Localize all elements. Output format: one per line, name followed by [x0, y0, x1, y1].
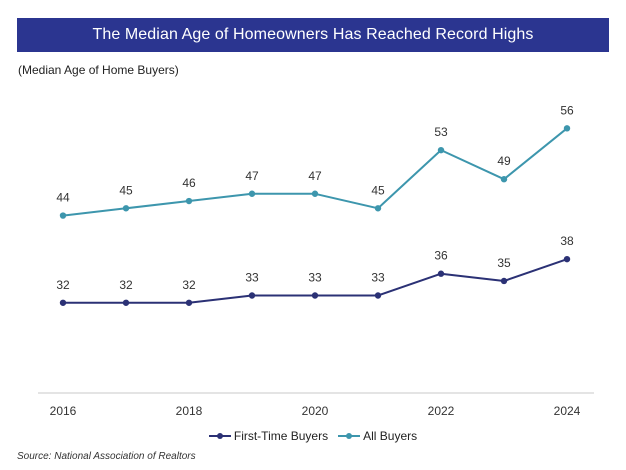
- data-label-all-buyers-2019: 47: [245, 169, 259, 183]
- data-label-all-buyers-2021: 45: [371, 183, 385, 197]
- point-first-time-buyers-2017: [122, 299, 130, 306]
- legend-label-all-buyers: All Buyers: [363, 429, 418, 443]
- data-label-all-buyers-2022: 53: [434, 125, 448, 139]
- point-all-buyers-2022: [437, 146, 445, 154]
- point-all-buyers-2024: [563, 125, 571, 132]
- x-tick-label-2016: 2016: [50, 404, 77, 418]
- source-note: Source: National Association of Realtors: [17, 451, 196, 462]
- point-first-time-buyers-2021: [374, 292, 382, 299]
- data-label-all-buyers-2020: 47: [308, 169, 322, 183]
- legend-swatch-first-time-buyers: [208, 431, 231, 441]
- legend-label-first-time-buyers: First-Time Buyers: [233, 429, 329, 443]
- legend-item-all-buyers: All Buyers: [338, 429, 417, 443]
- point-first-time-buyers-2019: [248, 292, 256, 299]
- data-label-first-time-buyers-2020: 33: [308, 271, 322, 285]
- point-all-buyers-2021: [374, 205, 382, 212]
- data-label-first-time-buyers-2024: 38: [560, 234, 574, 248]
- chart-subtitle: (Median Age of Home Buyers): [18, 63, 179, 77]
- x-tick-label-2024: 2024: [554, 404, 581, 418]
- point-first-time-buyers-2023: [500, 277, 508, 285]
- data-label-all-buyers-2016: 44: [56, 191, 70, 205]
- x-tick-label-2022: 2022: [428, 404, 455, 418]
- data-label-all-buyers-2017: 45: [119, 183, 133, 197]
- point-all-buyers-2023: [500, 176, 508, 183]
- point-first-time-buyers-2018: [185, 299, 193, 306]
- point-first-time-buyers-2016: [59, 299, 67, 306]
- data-label-first-time-buyers-2018: 32: [182, 278, 196, 292]
- point-first-time-buyers-2020: [311, 292, 319, 299]
- data-label-all-buyers-2018: 46: [182, 176, 196, 190]
- legend-item-first-time-buyers: First-Time Buyers: [208, 429, 329, 443]
- chart-title-bar: The Median Age of Homeowners Has Reached…: [17, 18, 609, 52]
- label-layer: 32 32 32 33 33 33 36 35 38 44 45 46 47 47 45 53 49 56: [56, 103, 574, 291]
- point-first-time-buyers-2022: [437, 270, 445, 277]
- legend-swatch-all-buyers: [338, 431, 361, 441]
- data-label-first-time-buyers-2017: 32: [119, 278, 133, 292]
- data-label-first-time-buyers-2016: 32: [56, 278, 70, 292]
- x-tick-label-2018: 2018: [176, 404, 203, 418]
- data-label-first-time-buyers-2019: 33: [245, 271, 259, 285]
- data-label-first-time-buyers-2021: 33: [371, 271, 385, 285]
- point-all-buyers-2016: [59, 212, 67, 219]
- axis-layer: 2016 2018 2020 2022 2024: [38, 392, 594, 418]
- chart-title: The Median Age of Homeowners Has Reached…: [92, 26, 534, 43]
- data-label-all-buyers-2024: 56: [560, 103, 574, 117]
- data-label-first-time-buyers-2023: 35: [497, 256, 511, 270]
- chart-legend: First-Time Buyers All Buyers: [0, 429, 626, 443]
- point-all-buyers-2020: [311, 190, 319, 197]
- series-layer: [59, 125, 571, 306]
- point-all-buyers-2019: [248, 190, 256, 197]
- point-first-time-buyers-2024: [563, 255, 571, 263]
- x-tick-label-2020: 2020: [302, 404, 329, 418]
- point-all-buyers-2018: [185, 197, 193, 205]
- data-label-all-buyers-2023: 49: [497, 154, 511, 168]
- point-all-buyers-2017: [122, 205, 130, 212]
- data-label-first-time-buyers-2022: 36: [434, 249, 448, 263]
